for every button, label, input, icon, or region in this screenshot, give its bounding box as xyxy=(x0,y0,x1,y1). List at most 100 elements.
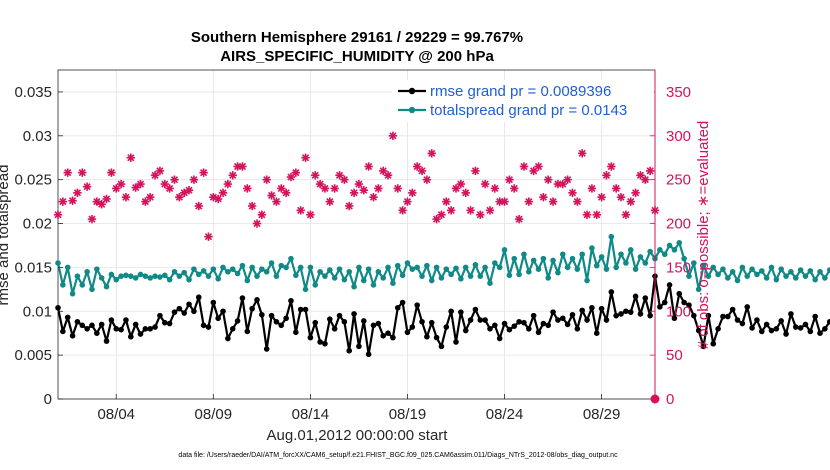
y2-tick-label: 100 xyxy=(666,303,691,320)
series-totalspread-point xyxy=(438,275,445,281)
series-rmse-point xyxy=(399,299,406,306)
obs-star-point xyxy=(257,210,267,219)
series-rmse-point xyxy=(472,306,479,313)
series-totalspread-point xyxy=(409,266,416,272)
series-totalspread-point xyxy=(569,255,576,262)
series-totalspread-point xyxy=(754,271,760,278)
obs-star-point xyxy=(194,201,203,211)
series-rmse-point xyxy=(55,304,61,311)
obs-star-point xyxy=(393,184,402,193)
series-totalspread-point xyxy=(564,264,571,271)
series-totalspread-point xyxy=(632,266,639,272)
series-rmse-point xyxy=(351,311,357,317)
series-rmse-point xyxy=(64,314,71,321)
series-totalspread-point xyxy=(79,282,86,288)
obs-star-point xyxy=(490,184,500,193)
y2-tick-label: 250 xyxy=(666,172,691,189)
series-rmse-point xyxy=(681,299,687,306)
series-rmse-point xyxy=(637,311,644,317)
y-tick-label: 0.035 xyxy=(14,84,52,101)
series-totalspread xyxy=(55,233,830,297)
series-obs-evaluated xyxy=(53,131,660,241)
series-totalspread-point xyxy=(579,251,585,258)
series-totalspread-point xyxy=(142,273,149,279)
series-rmse-point xyxy=(550,309,556,315)
obs-star-point xyxy=(184,185,194,195)
series-rmse-point xyxy=(676,290,683,297)
series-rmse-point xyxy=(603,317,610,323)
series-totalspread-point xyxy=(661,251,668,258)
series-rmse-point xyxy=(700,343,707,350)
series-totalspread-point xyxy=(356,264,362,271)
series-rmse-point xyxy=(307,334,314,341)
series-rmse-point xyxy=(98,321,105,328)
obs-star-point xyxy=(485,206,495,215)
series-totalspread-point xyxy=(176,273,183,279)
series-rmse-point xyxy=(686,302,692,308)
series-rmse-point xyxy=(632,293,639,300)
series-rmse-point xyxy=(530,312,537,319)
obs-star-point xyxy=(427,149,436,158)
series-totalspread-point xyxy=(64,264,71,271)
series-rmse-point xyxy=(74,318,81,325)
series-rmse-point xyxy=(691,312,697,319)
y-tick-label: 0.005 xyxy=(14,347,52,364)
series-rmse-point xyxy=(210,299,217,306)
x-tick-label: 08/24 xyxy=(486,406,524,423)
series-rmse-point xyxy=(569,311,576,318)
obs-star-point xyxy=(272,197,281,206)
series-totalspread-point xyxy=(720,266,726,272)
series-rmse-point xyxy=(293,329,299,336)
obs-star-point xyxy=(291,168,301,177)
series-rmse-point xyxy=(812,313,818,320)
series-totalspread-point xyxy=(428,277,435,284)
series-totalspread-point xyxy=(307,264,314,271)
legend-marker-spread xyxy=(408,106,416,114)
y2-tick-label: 150 xyxy=(666,259,691,276)
obs-star-point xyxy=(573,197,582,206)
series-rmse-point xyxy=(618,311,624,317)
y2-tick-label: 300 xyxy=(666,128,691,145)
series-totalspread-point xyxy=(448,271,454,278)
series-totalspread-point xyxy=(322,273,328,279)
series-rmse-point xyxy=(142,326,149,332)
series-totalspread-point xyxy=(559,251,566,258)
series-totalspread-point xyxy=(312,282,319,288)
y-tick-label: 0.015 xyxy=(14,259,52,276)
series-totalspread-point xyxy=(341,276,348,283)
obs-star-point xyxy=(359,185,368,195)
series-totalspread-point xyxy=(550,257,556,264)
obs-star-point xyxy=(374,184,383,193)
series-rmse-point xyxy=(627,309,634,315)
series-totalspread-point xyxy=(744,273,751,279)
series-rmse-point xyxy=(613,312,619,319)
series-totalspread-point xyxy=(758,268,765,274)
series-rmse-point xyxy=(69,333,76,339)
obs-star-point xyxy=(68,196,77,205)
series-totalspread-point xyxy=(394,262,401,269)
obs-star-point xyxy=(155,166,165,176)
series-rmse-point xyxy=(744,304,751,310)
series-rmse-point xyxy=(118,326,124,333)
series-totalspread-point xyxy=(195,271,202,278)
obs-star-point xyxy=(73,188,82,198)
series-rmse-point xyxy=(657,304,663,310)
series-rmse-point xyxy=(511,323,518,329)
series-totalspread-point xyxy=(331,275,338,281)
series-totalspread-point xyxy=(166,276,173,283)
series-totalspread-point xyxy=(205,273,212,279)
series-rmse-point xyxy=(84,326,90,332)
obs-star-point xyxy=(383,171,393,180)
series-rmse-point xyxy=(506,326,513,333)
obs-star-point xyxy=(505,175,514,184)
obs-star-point xyxy=(563,175,572,184)
series-rmse-point xyxy=(482,317,488,323)
series-rmse-point xyxy=(496,335,503,342)
series-totalspread-point xyxy=(385,264,391,271)
series-totalspread-point xyxy=(443,266,450,272)
series-totalspread-point xyxy=(215,276,221,282)
series-rmse-point xyxy=(720,313,726,320)
obs-star-point xyxy=(544,175,553,184)
series-totalspread-point xyxy=(171,268,178,275)
series-rmse-point xyxy=(259,311,265,318)
